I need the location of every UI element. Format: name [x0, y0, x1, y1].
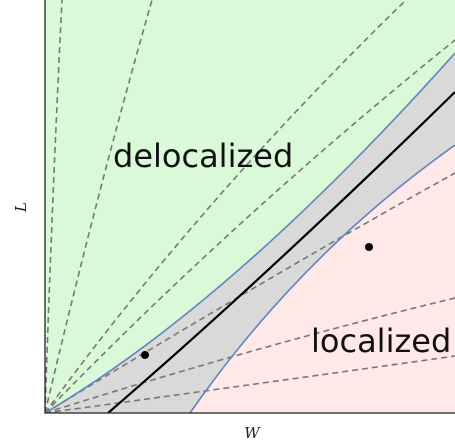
marker-point-upper: [365, 243, 373, 251]
localized-label: localized: [311, 322, 451, 360]
plot-frame: [44, 0, 455, 414]
critical-line: [107, 91, 455, 413]
dashed-curves: [45, 0, 455, 413]
dashed-curve: [45, 39, 455, 413]
lower-boundary-curve: [189, 144, 455, 413]
upper-boundary-curve: [45, 52, 455, 413]
delocalized-label: delocalized: [113, 137, 293, 175]
marker-point-lower: [141, 351, 149, 359]
dashed-curve: [45, 297, 455, 413]
dashed-curve: [45, 355, 455, 413]
x-axis-label: W: [244, 424, 261, 442]
dashed-curve: [45, 0, 153, 413]
y-axis-label: L: [12, 202, 30, 213]
dashed-curve: [45, 0, 407, 413]
dashed-curve: [45, 172, 455, 413]
